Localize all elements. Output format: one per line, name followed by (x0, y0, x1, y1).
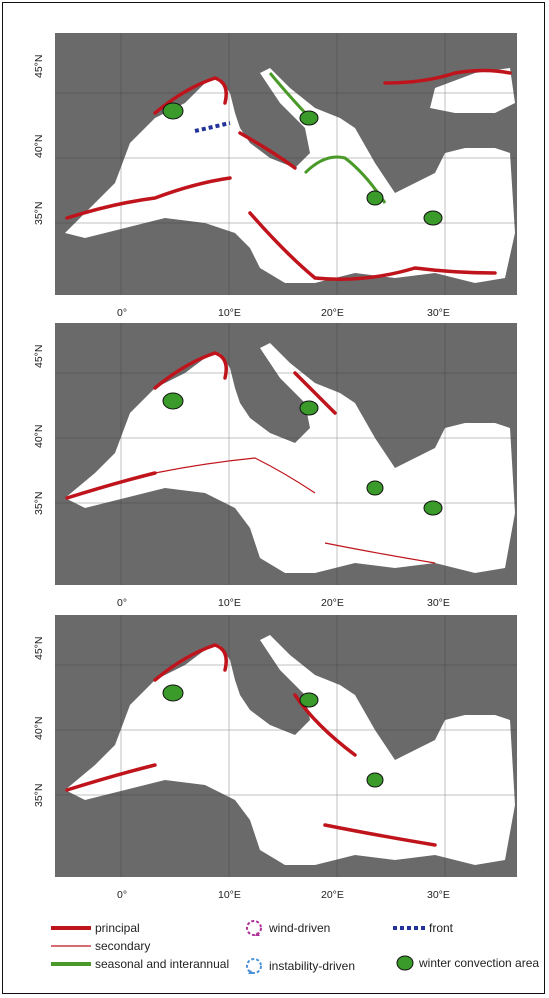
legend-label-principal: principal (95, 921, 140, 935)
legend-label-convection: winter convection area (419, 956, 540, 970)
panel-c-lon-10: 10°E (218, 889, 241, 901)
panel-b-lon-20: 20°E (321, 597, 344, 609)
panel-c-lat-45: 45°N (33, 636, 45, 660)
wind-driven-eddy-icon (246, 920, 262, 936)
current-southern (323, 823, 437, 847)
panel-c-map-svg (55, 615, 517, 877)
panel-b-lon-0: 0° (117, 597, 128, 609)
legend-item-principal: principal (51, 921, 140, 935)
convection-adriatic (299, 692, 319, 708)
principal-line-icon (51, 926, 91, 930)
panel-c-map (55, 615, 517, 877)
legend-item-wind: wind-driven (243, 918, 330, 938)
sea-area (65, 68, 515, 283)
current-ionian (303, 155, 387, 204)
convection-area-icon (396, 955, 414, 971)
panel-c-lat-40: 40°N (33, 716, 45, 740)
current-northern (153, 643, 228, 682)
instability-eddy-icon (246, 958, 262, 974)
panel-b-map-svg (55, 323, 517, 585)
graticule (55, 323, 517, 585)
panel-c-lon-20: 20°E (321, 889, 344, 901)
legend-label-wind: wind-driven (269, 921, 331, 935)
convection-gulf-of-lion (162, 102, 184, 120)
current-northern (153, 351, 228, 390)
panel-b-lat-40: 40°N (33, 424, 45, 448)
panel-b-lon-30: 30°E (427, 597, 450, 609)
legend-label-secondary: secondary (95, 939, 151, 953)
convection-gulf-of-lion (162, 684, 184, 702)
front-line-icon (393, 926, 425, 930)
convection-aegean (366, 772, 384, 788)
principal-currents (65, 643, 437, 847)
secondary-currents (154, 457, 436, 564)
legend-item-instability: instability-driven (243, 956, 355, 976)
current-ionian (293, 693, 357, 757)
convection-aegean (366, 480, 384, 496)
current-algerian (65, 763, 157, 792)
current-algerian (65, 471, 157, 500)
panel-b-lat-45: 45°N (33, 344, 45, 368)
panel-c-lon-0: 0° (117, 889, 128, 901)
secondary-line-icon (51, 945, 91, 947)
panel-a-lon-0: 0° (117, 307, 128, 319)
front-balearic (194, 121, 231, 133)
current-adriatic (293, 371, 337, 415)
legend-item-seasonal: seasonal and interannual (51, 957, 229, 971)
panel-c-lat-35: 35°N (33, 783, 45, 807)
legend-item-convection: winter convection area (395, 955, 539, 971)
panel-a-lon-20: 20°E (321, 307, 344, 319)
current-northern (153, 76, 228, 115)
legend-item-secondary: secondary (51, 939, 150, 953)
convection-levantine (423, 500, 443, 516)
panel-a-lat-45: 45°N (33, 54, 45, 78)
panel-a-lat-40: 40°N (33, 134, 45, 158)
panel-c-lon-30: 30°E (427, 889, 450, 901)
panel-a-lon-10: 10°E (218, 307, 241, 319)
principal-currents (65, 68, 512, 281)
convection-adriatic (299, 400, 319, 416)
graticule (55, 615, 517, 877)
convection-levantine (423, 210, 443, 226)
panel-a-lon-30: 30°E (427, 307, 450, 319)
legend-item-front: front (393, 921, 453, 935)
current-southern (248, 211, 497, 281)
legend-label-instability: instability-driven (269, 959, 356, 973)
panel-b-map (55, 323, 517, 585)
black-sea (430, 68, 515, 113)
legend-label-seasonal: seasonal and interannual (95, 957, 230, 971)
current-southern (324, 542, 436, 564)
current-ionian (154, 457, 316, 494)
legend-label-front: front (429, 921, 454, 935)
panel-b-lat-35: 35°N (33, 491, 45, 515)
current-black-sea (383, 68, 512, 85)
current-algerian (65, 176, 232, 220)
legend: principal secondary seasonal and interan… (3, 918, 546, 993)
convection-adriatic (299, 110, 319, 126)
convection-gulf-of-lion (162, 392, 184, 410)
seasonal-line-icon (51, 962, 91, 966)
current-tyrrhenian (238, 131, 297, 170)
convection-aegean (366, 190, 384, 206)
panel-a-map (55, 33, 517, 295)
principal-currents (65, 351, 337, 500)
panel-a-lat-35: 35°N (33, 201, 45, 225)
panel-b-lon-10: 10°E (218, 597, 241, 609)
panel-a-map-svg (55, 33, 517, 295)
